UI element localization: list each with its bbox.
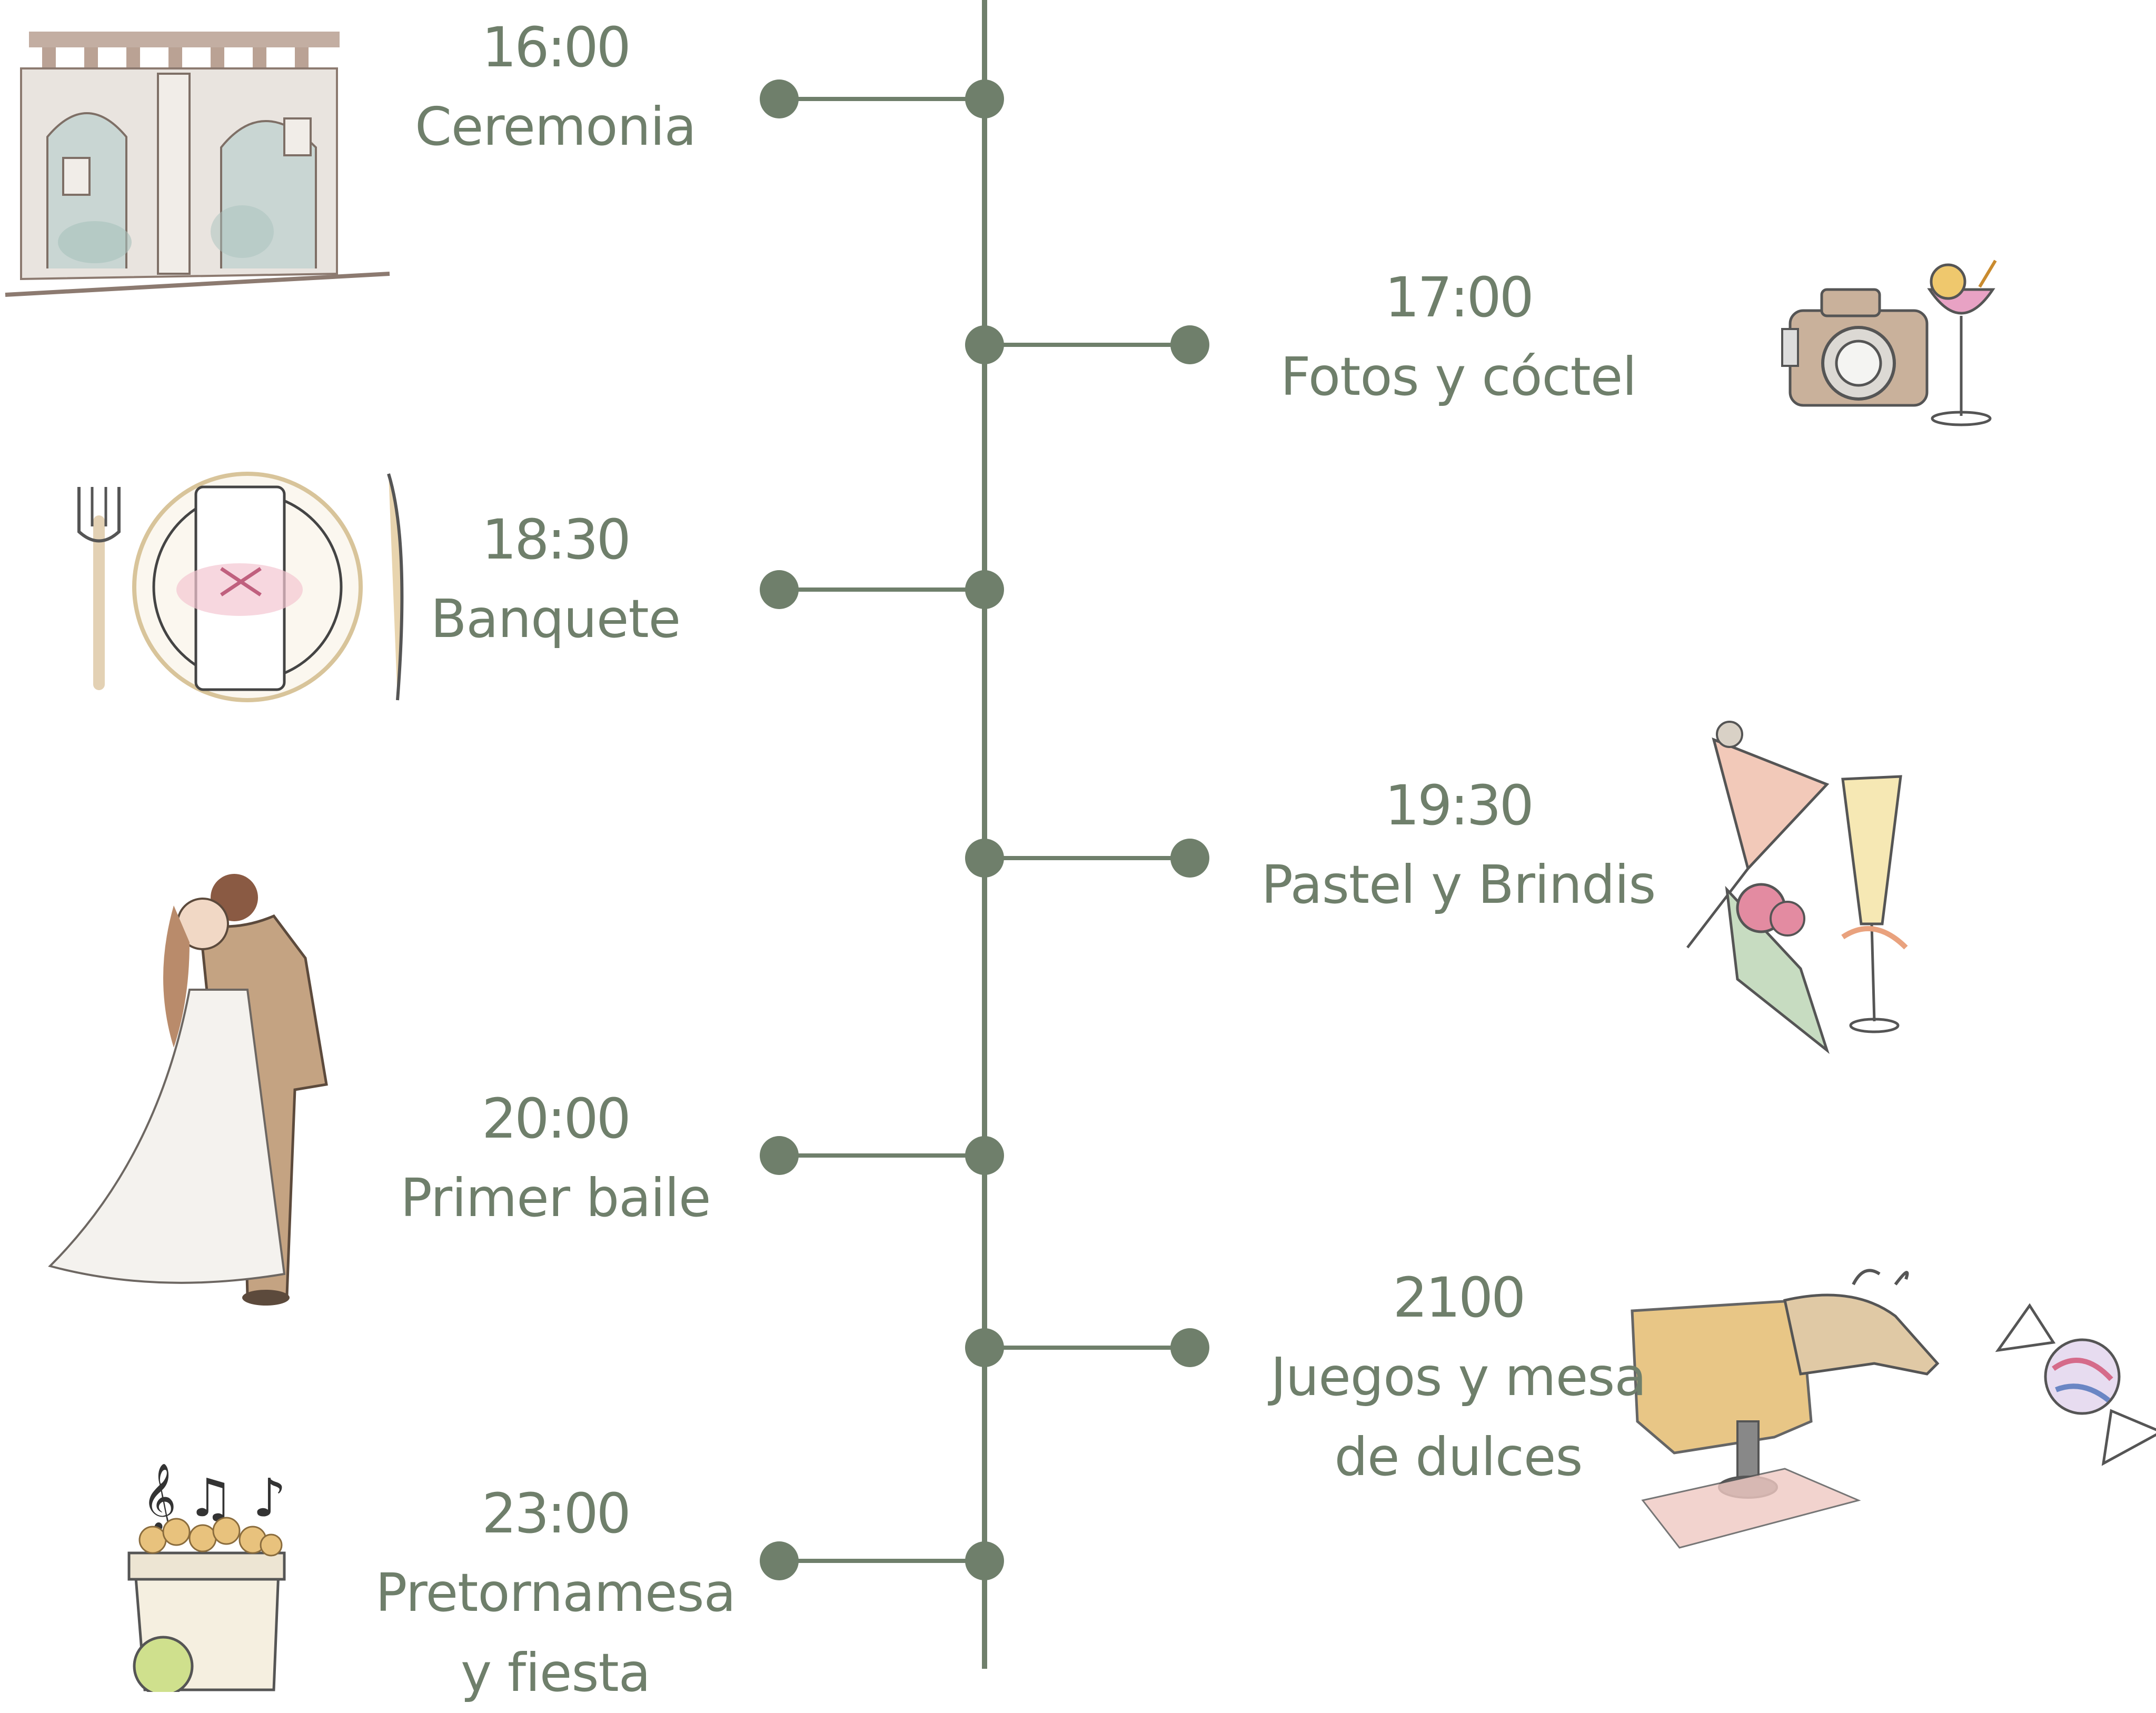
event-time: 19:30 bbox=[1385, 773, 1534, 838]
timeline-node bbox=[965, 1541, 1004, 1580]
cake-champagne-icon bbox=[1686, 721, 1908, 1054]
timeline-branch-dot bbox=[1170, 839, 1209, 878]
event-label: de dulces bbox=[1334, 1426, 1583, 1488]
event-time: 18:30 bbox=[482, 507, 631, 572]
couple-kiss-icon bbox=[48, 874, 328, 1306]
timeline-connectors bbox=[760, 79, 1209, 1580]
svg-text:♪: ♪ bbox=[253, 1467, 286, 1529]
event-time: 20:00 bbox=[482, 1087, 631, 1151]
timeline-branch-dot bbox=[760, 1136, 799, 1175]
timeline-branch-dot bbox=[1170, 1328, 1209, 1367]
timeline-node bbox=[965, 1328, 1004, 1367]
church-building-icon bbox=[5, 32, 390, 297]
timeline-event: 16:00 Ceremonia bbox=[415, 8, 697, 167]
timeline-event: 20:00 Primer baile bbox=[400, 1079, 711, 1238]
plate-cutlery-icon bbox=[77, 472, 404, 702]
event-time: 16:00 bbox=[482, 15, 631, 79]
event-label: y fiesta bbox=[460, 1642, 651, 1704]
event-label: Pastel y Brindis bbox=[1261, 854, 1656, 915]
timeline-branch-dot bbox=[760, 79, 799, 118]
bull-candy-icon bbox=[1631, 1269, 2156, 1549]
event-time: 17:00 bbox=[1385, 265, 1534, 330]
timeline-event: 18:30 Banquete bbox=[430, 500, 681, 659]
timeline-event: 2100 Juegos y mesa de dulces bbox=[1270, 1258, 1646, 1497]
event-label: Juegos y mesa bbox=[1270, 1346, 1646, 1408]
timeline-node bbox=[965, 570, 1004, 609]
camera-cocktail-icon bbox=[1781, 260, 1997, 426]
timeline-node bbox=[965, 1136, 1004, 1175]
event-label: Banquete bbox=[430, 588, 681, 650]
event-label: Pretornamesa bbox=[375, 1562, 736, 1624]
timeline-event: 17:00 Fotos y cóctel bbox=[1280, 258, 1637, 417]
event-time: 2100 bbox=[1393, 1266, 1526, 1330]
timeline-node bbox=[965, 79, 1004, 118]
timeline-node bbox=[965, 325, 1004, 364]
event-label: Ceremonia bbox=[415, 96, 697, 157]
timeline-branch-dot bbox=[760, 570, 799, 609]
timeline-event: 19:30 Pastel y Brindis bbox=[1261, 766, 1656, 925]
timeline-branch-dot bbox=[760, 1541, 799, 1580]
event-label: Fotos y cóctel bbox=[1280, 346, 1637, 407]
timeline-branch-dot bbox=[1170, 325, 1209, 364]
event-label: Primer baile bbox=[400, 1167, 711, 1229]
timeline-node bbox=[965, 839, 1004, 878]
timeline-event: 23:00 Pretornamesa y fiesta bbox=[375, 1474, 736, 1713]
event-time: 23:00 bbox=[482, 1481, 631, 1546]
music-popcorn-icon: 𝄞 ♫ ♪ bbox=[127, 1462, 286, 1697]
